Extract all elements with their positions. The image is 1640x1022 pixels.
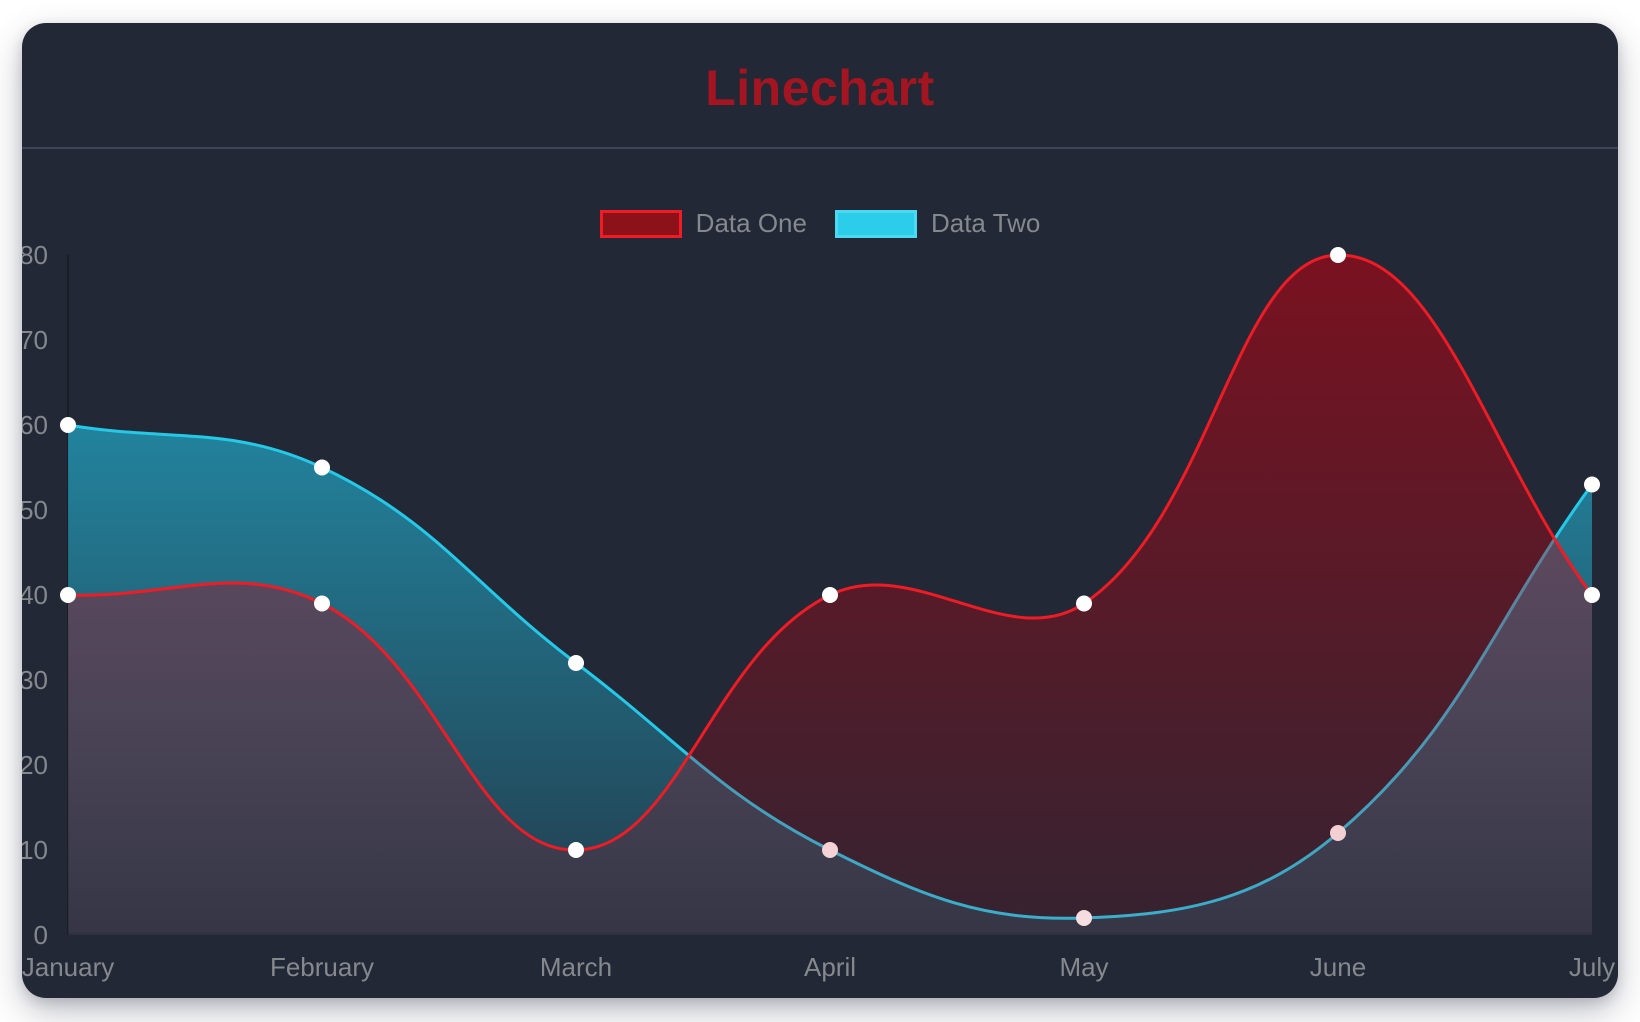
data-point[interactable] [60, 417, 76, 433]
y-axis-label: 10 [22, 835, 48, 865]
x-axis-label: June [1310, 952, 1366, 982]
y-axis-label: 80 [22, 240, 48, 270]
data-point[interactable] [1330, 247, 1346, 263]
legend-label-data-two: Data Two [930, 208, 1041, 238]
x-axis-label: May [1059, 952, 1108, 982]
chart-legend: Data One Data Two [22, 208, 1618, 239]
data-point[interactable] [314, 595, 330, 612]
legend-item-data-two[interactable]: Data Two [834, 208, 1041, 239]
x-axis-label: February [270, 952, 374, 982]
y-axis-label: 40 [22, 580, 48, 610]
title-divider [22, 147, 1618, 149]
data-point[interactable] [1076, 595, 1092, 612]
data-point[interactable] [314, 459, 330, 476]
data-one-swatch [599, 209, 682, 238]
x-axis-label: January [22, 952, 114, 982]
legend-item-data-one[interactable]: Data One [599, 208, 807, 239]
line-chart-canvas[interactable]: 0 10 20 30 40 50 60 70 80 January February March Apr… [22, 23, 1618, 998]
data-point[interactable] [1584, 476, 1600, 493]
data-point[interactable] [60, 587, 76, 603]
series-data-one [60, 247, 1600, 936]
x-axis-label: July [1569, 952, 1615, 982]
data-two-swatch [834, 209, 917, 238]
x-axis-label: March [540, 952, 612, 982]
y-axis-label: 30 [22, 665, 48, 695]
y-axis-label: 60 [22, 410, 48, 440]
series-line [66, 253, 1594, 852]
y-axis-label: 0 [34, 920, 48, 950]
data-point[interactable] [1584, 587, 1600, 603]
chart-card: Linechart Data One Data Two 0 10 20 30 40 50 6… [22, 23, 1618, 998]
data-point[interactable] [568, 842, 584, 858]
y-axis-label: 70 [22, 325, 48, 355]
chart-title: Linechart [705, 60, 935, 116]
y-axis-label: 20 [22, 750, 48, 780]
data-point[interactable] [568, 655, 584, 671]
data-point[interactable] [822, 587, 838, 603]
legend-label-data-one: Data One [695, 208, 807, 238]
x-axis-label: April [804, 952, 856, 982]
series-area-fill [68, 254, 1592, 936]
y-axis-label: 50 [22, 495, 48, 525]
